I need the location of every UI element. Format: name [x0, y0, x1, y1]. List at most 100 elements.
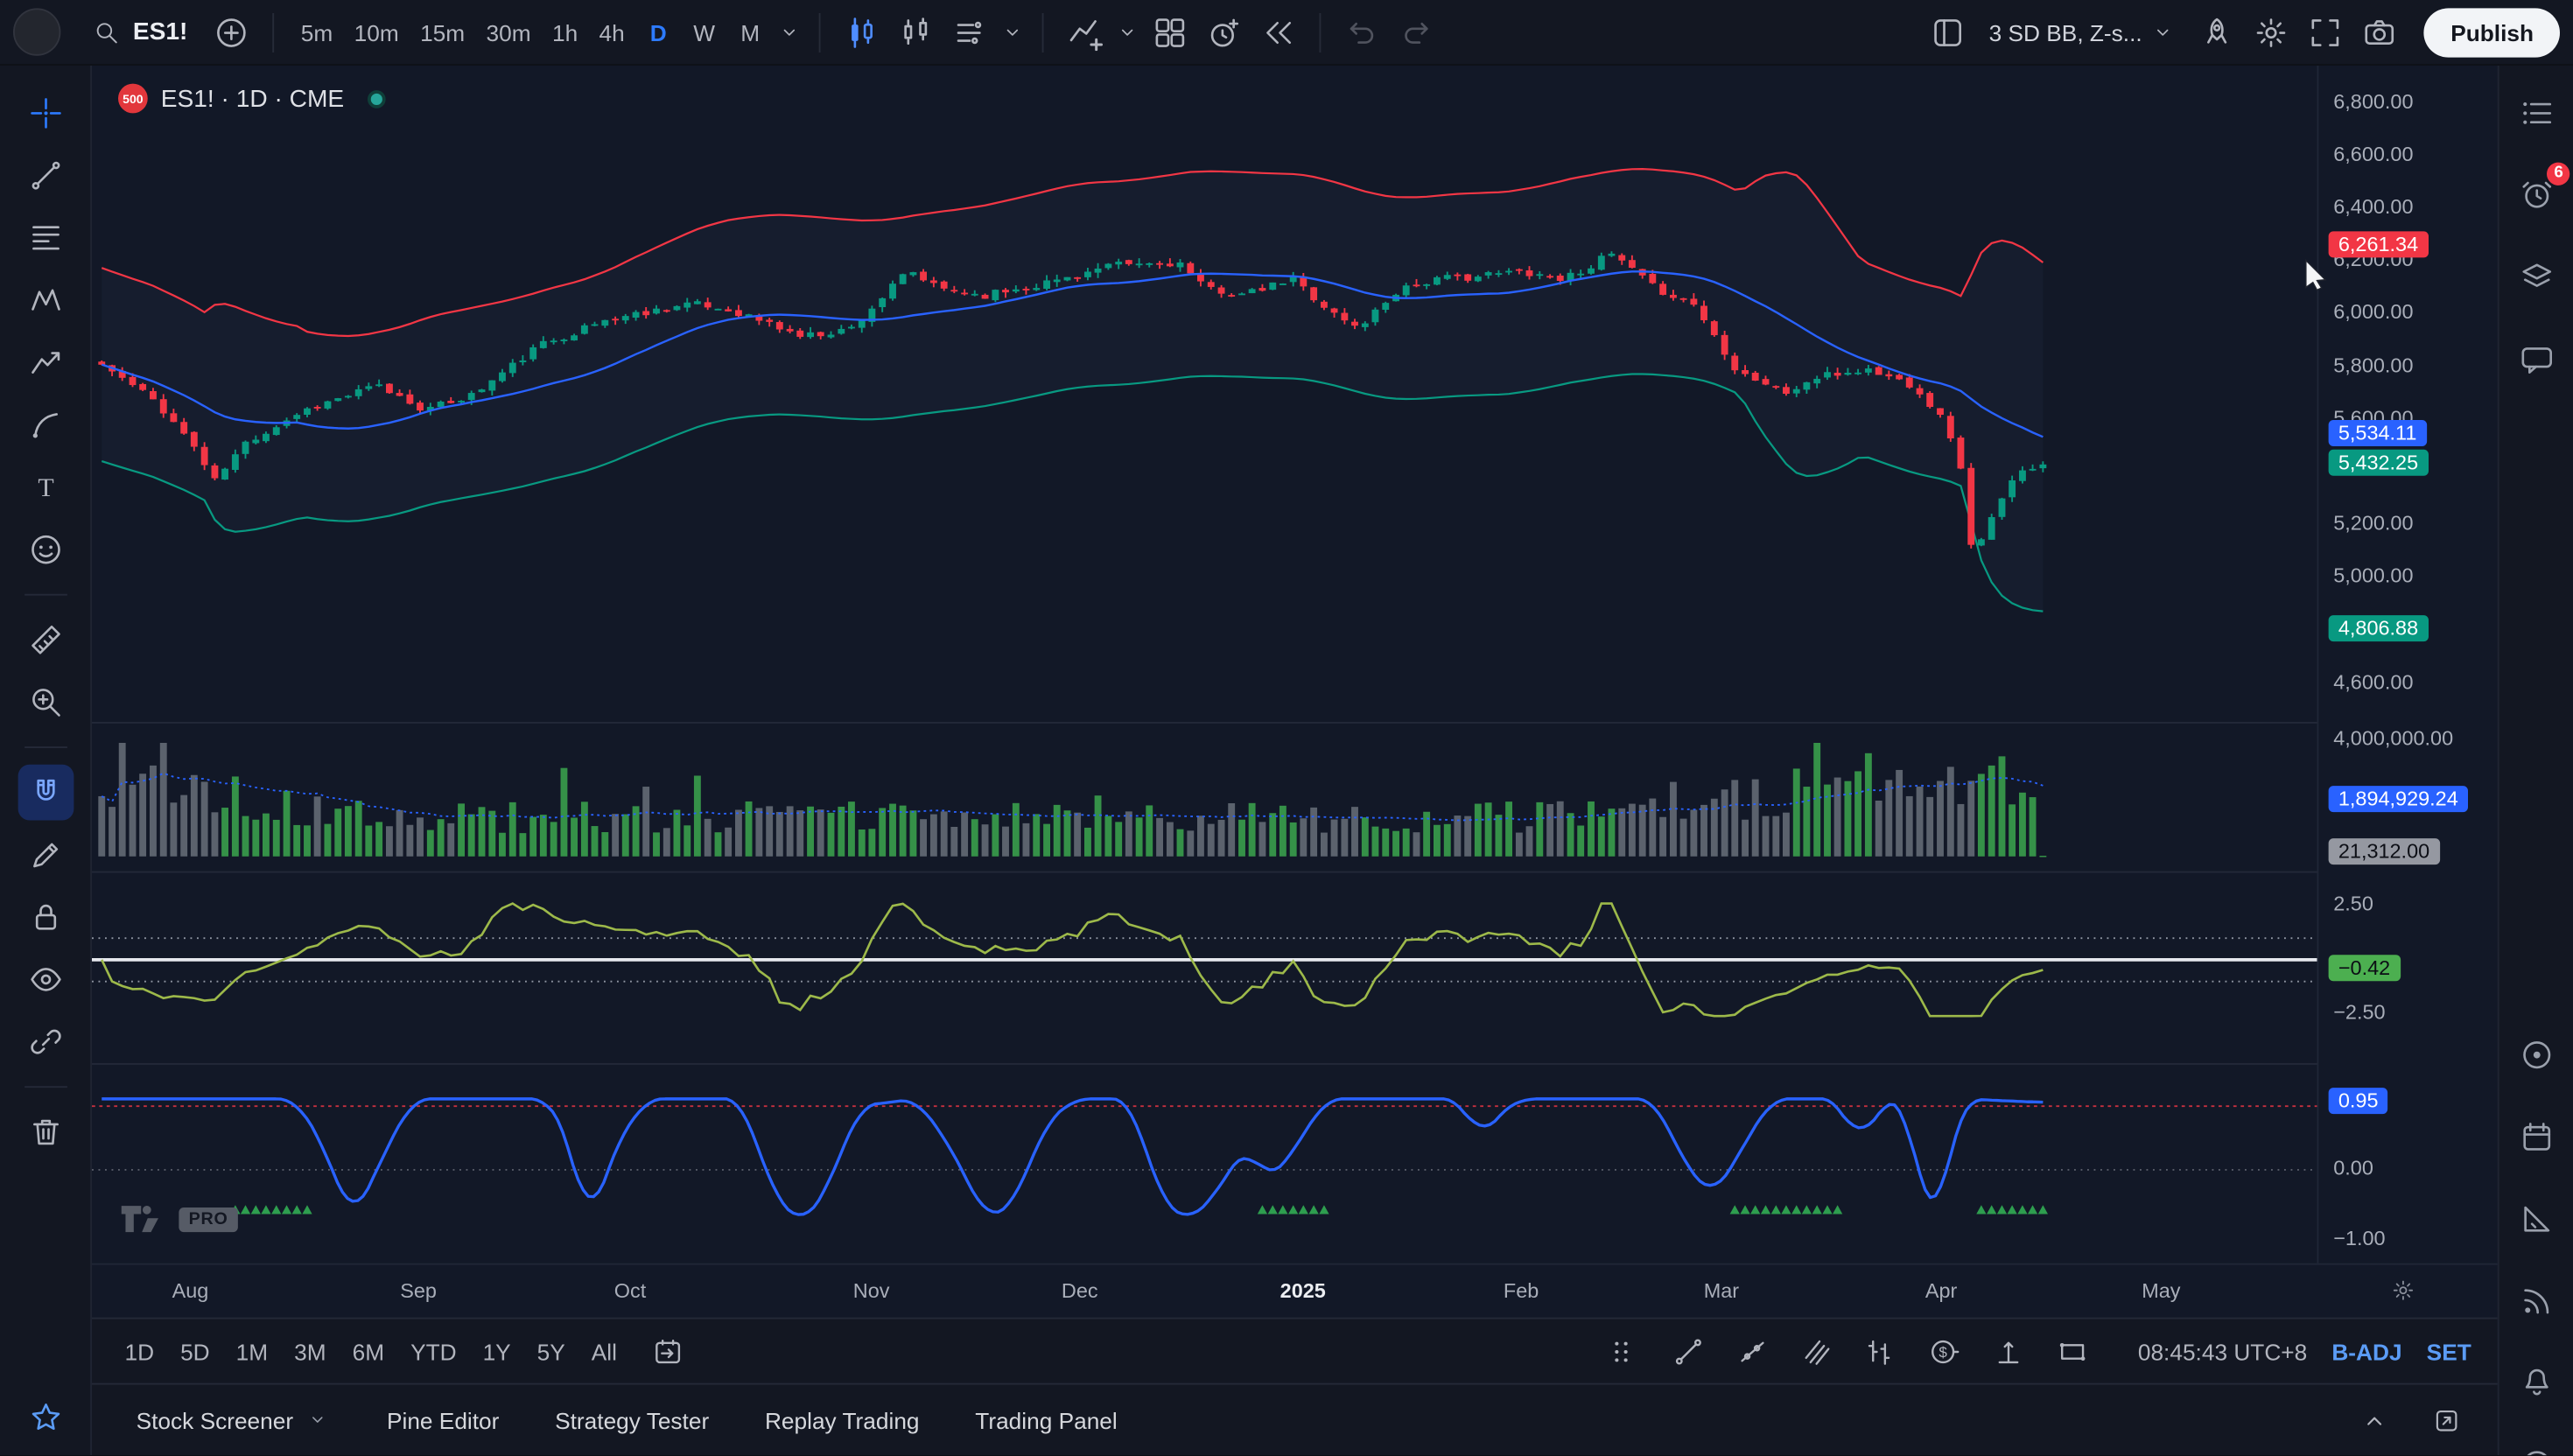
drag-handle-icon[interactable]: [1596, 1326, 1645, 1376]
price-label-badge: −0.42: [2328, 955, 2401, 982]
range-5y[interactable]: 5Y: [536, 1338, 565, 1365]
calendar-icon[interactable]: [2513, 1112, 2560, 1159]
watchlist-icon[interactable]: [2513, 88, 2560, 136]
symbol-search-value: ES1!: [132, 18, 188, 46]
trend-line-tool[interactable]: [18, 148, 74, 204]
range-3m[interactable]: 3M: [294, 1338, 326, 1365]
axis-tick: −1.00: [2333, 1227, 2386, 1250]
chart-canvas[interactable]: [92, 66, 2317, 1264]
timeframe-m[interactable]: M: [740, 18, 761, 46]
rectangle-tool-icon[interactable]: [2054, 1333, 2090, 1368]
tab-replay-trading[interactable]: Replay Trading: [737, 1385, 947, 1456]
range-all[interactable]: All: [591, 1338, 617, 1365]
timeframe-15m[interactable]: 15m: [420, 18, 466, 46]
undo-redo-group: [1337, 7, 1441, 56]
timeframe-10m[interactable]: 10m: [354, 18, 399, 46]
camera-icon[interactable]: [2355, 7, 2404, 56]
protractor-icon[interactable]: [2513, 1194, 2560, 1242]
timezone-gear-icon[interactable]: [2391, 1278, 2415, 1308]
chevron-down-icon[interactable]: [999, 7, 1025, 56]
range-1d[interactable]: 1D: [124, 1338, 155, 1365]
magnet-tool[interactable]: [17, 764, 74, 821]
forecast-tool[interactable]: [18, 335, 74, 391]
feed-icon[interactable]: [2513, 1277, 2560, 1324]
zoom-tool[interactable]: [18, 675, 74, 731]
range-6m[interactable]: 6M: [352, 1338, 385, 1365]
adjust-toggle[interactable]: B-ADJ: [2331, 1338, 2402, 1365]
replay-icon[interactable]: [1253, 7, 1302, 56]
tab-strategy-tester[interactable]: Strategy Tester: [527, 1385, 737, 1456]
chart-region: 500 ES1! · 1D · CME PRO 6,800.00 6,600.00…: [92, 66, 2498, 1318]
bars-pattern-tool-icon[interactable]: [1862, 1333, 1898, 1368]
price-axis[interactable]: 6,800.00 6,600.00 6,400.00 6,200.00 6,000.00…: [2317, 66, 2498, 1264]
trash-tool[interactable]: [18, 1104, 74, 1160]
timeframes-chevron-icon[interactable]: [775, 7, 802, 56]
range-1y[interactable]: 1Y: [482, 1338, 511, 1365]
layout-dropdown[interactable]: 3 SD BB, Z-s...: [1979, 7, 2186, 56]
line-tools-icon[interactable]: [944, 7, 993, 56]
ruler-tool[interactable]: [18, 612, 74, 668]
pro-badge: PRO: [179, 1207, 238, 1232]
price-tag-tool-icon[interactable]: $: [1926, 1333, 1962, 1368]
crosshair-tool[interactable]: [18, 86, 74, 142]
timeframe-1h[interactable]: 1h: [551, 18, 578, 46]
pitchfork-tool-icon[interactable]: [1798, 1333, 1834, 1368]
rocket-icon[interactable]: [2193, 7, 2242, 56]
timeframe-d[interactable]: D: [649, 18, 667, 46]
alert-plus-icon[interactable]: [1199, 7, 1248, 56]
xabcd-pattern-tool[interactable]: [18, 272, 74, 328]
hollow-candles-icon[interactable]: [891, 7, 940, 56]
grid-layout-icon[interactable]: [1145, 7, 1194, 56]
layout-square-icon[interactable]: [1924, 7, 1973, 56]
time-axis[interactable]: Aug Sep Oct Nov Dec 2025 Feb Mar Apr May: [92, 1263, 2498, 1318]
brush-tool[interactable]: [18, 397, 74, 453]
tab-trading-panel[interactable]: Trading Panel: [947, 1385, 1145, 1456]
ray-tool-icon[interactable]: [1735, 1333, 1770, 1368]
clock[interactable]: 08:45:43 UTC+8: [2137, 1338, 2308, 1365]
star-icon[interactable]: [0, 1399, 90, 1435]
layout-chevron-icon: [2150, 7, 2177, 56]
account-menu-button[interactable]: [13, 8, 61, 56]
market-status-dot[interactable]: [367, 89, 386, 108]
chevron-down-icon[interactable]: [1114, 7, 1140, 56]
publish-button[interactable]: Publish: [2424, 7, 2560, 57]
range-5d[interactable]: 5D: [180, 1338, 210, 1365]
layers-icon[interactable]: [2513, 253, 2560, 300]
eye-tool[interactable]: [18, 952, 74, 1008]
chat-icon[interactable]: [2513, 335, 2560, 382]
tab-stock-screener[interactable]: Stock Screener: [109, 1385, 359, 1456]
text-tool[interactable]: T: [18, 459, 74, 515]
link-tool[interactable]: [18, 1014, 74, 1070]
fib-retracement-tool[interactable]: [18, 210, 74, 266]
go-to-date-icon[interactable]: [643, 1326, 692, 1376]
alerts-icon[interactable]: 6: [2513, 162, 2570, 218]
expand-icon[interactable]: [2422, 1396, 2471, 1445]
redo-icon[interactable]: [1391, 7, 1440, 56]
volume-pane: [98, 743, 2047, 858]
range-ytd[interactable]: YTD: [410, 1338, 457, 1365]
timeframe-5m[interactable]: 5m: [300, 18, 333, 46]
symbol-search[interactable]: ES1!: [77, 7, 204, 56]
add-symbol-icon[interactable]: [207, 7, 256, 56]
tab-pine-editor[interactable]: Pine Editor: [359, 1385, 527, 1456]
timeframe-4h[interactable]: 4h: [599, 18, 625, 46]
indicators-icon[interactable]: [1060, 7, 1109, 56]
ideas-icon[interactable]: [2513, 1031, 2560, 1078]
help-icon[interactable]: [2513, 1440, 2560, 1456]
timeframe-w[interactable]: W: [693, 18, 716, 46]
chart-legend[interactable]: 500 ES1! · 1D · CME: [118, 83, 386, 114]
edit-tool[interactable]: [18, 827, 74, 883]
chevron-up-icon[interactable]: [2350, 1396, 2399, 1445]
fullscreen-icon[interactable]: [2302, 7, 2351, 56]
candles-icon[interactable]: [837, 7, 886, 56]
lock-tool[interactable]: [18, 889, 74, 945]
measure-tool-icon[interactable]: [1990, 1333, 2026, 1368]
undo-icon[interactable]: [1337, 7, 1386, 56]
range-1m[interactable]: 1M: [235, 1338, 269, 1365]
emoji-tool[interactable]: [18, 522, 74, 578]
timeframe-30m[interactable]: 30m: [486, 18, 531, 46]
bell-icon[interactable]: [2513, 1359, 2560, 1406]
trend-line-tool-icon[interactable]: [1670, 1333, 1706, 1368]
gear-icon[interactable]: [2247, 7, 2296, 56]
scale-settings[interactable]: SET: [2426, 1338, 2471, 1365]
